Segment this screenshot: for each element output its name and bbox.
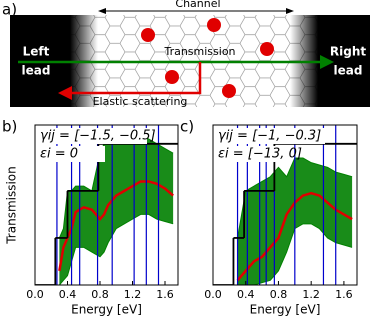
plot-area	[35, 125, 178, 285]
annotation-bg	[37, 146, 105, 162]
axes-frame	[34, 124, 179, 286]
scattering-label: Elastic scattering	[93, 95, 188, 108]
schematic: a) Channel Transmission Elastic scatteri…	[2, 0, 370, 108]
panel-label: a)	[2, 1, 17, 19]
x-tick-label: 0.0	[204, 288, 222, 301]
annotation: γij = [−1.5, −0.5]	[40, 129, 156, 144]
left-lead-label: lead	[22, 64, 51, 78]
annotation-bg	[215, 146, 283, 162]
mean-line	[58, 180, 174, 272]
scattering-arrow	[72, 62, 202, 95]
left-lead-label: Left	[23, 45, 50, 59]
annotation-bg	[215, 128, 325, 144]
band-edge	[58, 213, 174, 285]
channel-label: Channel	[175, 0, 220, 10]
panel-label: b)	[2, 118, 17, 136]
x-tick-label: 0.4	[59, 288, 77, 301]
band-fill	[59, 134, 174, 285]
annotation-bg	[37, 128, 147, 144]
annotation: εi = 0	[40, 147, 78, 162]
annotation: γij = [−1, −0.3]	[218, 129, 321, 144]
transmission-label: Transmission	[163, 45, 235, 58]
x-tick-label: 1.6	[335, 288, 353, 301]
panel-label: c)	[180, 118, 194, 136]
impurities	[141, 18, 274, 98]
x-tick-label: 0.8	[270, 288, 288, 301]
transmission-arrowhead	[320, 55, 334, 69]
x-axis-label: Energy [eV]	[250, 303, 321, 317]
x-tick-label: 0.8	[91, 288, 109, 301]
annotation: εi = [−13, 0]	[218, 147, 302, 162]
y-axis-label: Transmission	[5, 166, 19, 245]
right-lead-label: Right	[330, 45, 366, 59]
x-tick-label: 0.0	[26, 288, 44, 301]
axes-frame	[212, 124, 358, 286]
scattering-arrowhead	[58, 86, 72, 100]
x-tick-label: 1.2	[124, 288, 142, 301]
x-tick-label: 1.2	[302, 288, 320, 301]
x-tick-label: 0.4	[237, 288, 255, 301]
x-axis-label: Energy [eV]	[71, 303, 142, 317]
x-tick-label: 1.6	[156, 288, 174, 301]
right-lead-label: lead	[334, 64, 363, 78]
